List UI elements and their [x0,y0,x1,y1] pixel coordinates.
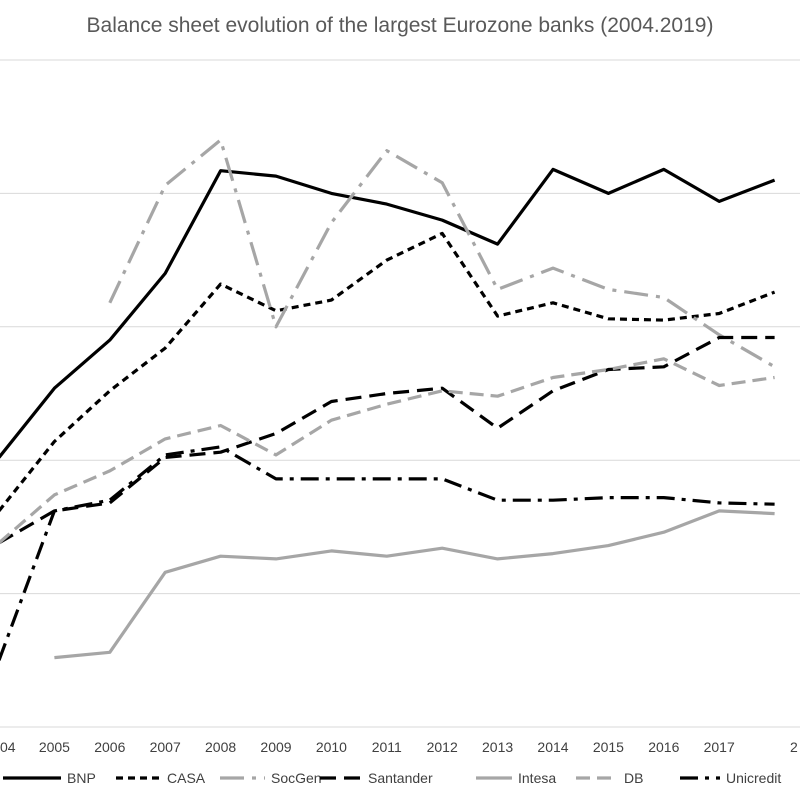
legend-item-intesa: Intesa [476,770,556,786]
legend: BNP CASA SocGen Santander Intesa DB Unicredit [3,770,781,786]
series-line-intesa [54,509,775,660]
x-tick-label: 2016 [648,739,679,755]
legend-label: Unicredit [726,770,781,786]
x-tick-label: 2009 [260,739,291,755]
x-tick-label: 2015 [593,739,624,755]
x-tick-label: 2013 [482,739,513,755]
legend-label: SocGen [271,770,322,786]
x-tick-label: 04 [0,739,16,755]
legend-label: DB [624,770,643,786]
legend-label: Santander [368,770,433,786]
series-line-santander [0,335,775,545]
series-line-bnp [0,167,776,459]
chart-title: Balance sheet evolution of the largest E… [86,14,714,37]
series-line-db [0,357,775,545]
legend-label: Intesa [518,770,556,786]
series-line-casa [0,231,776,512]
x-tick-label: 2008 [205,739,236,755]
x-tick-label: 2006 [94,739,125,755]
x-axis-ticks: 04 2005 2006 2007 2008 2009 2010 2011 2012 2013 20… [0,739,798,755]
series-lines [0,138,776,661]
x-tick-label: 2014 [537,739,568,755]
legend-label: BNP [67,770,96,786]
legend-label: CASA [167,770,206,786]
series-line-socgen [108,138,776,369]
x-tick-label: 2007 [150,739,181,755]
x-tick-label: 2011 [372,739,402,755]
x-tick-label: 2012 [427,739,458,755]
gridlines [0,59,800,728]
legend-item-unicredit: Unicredit [680,770,781,786]
series-line-unicredit [0,445,775,661]
legend-item-socgen: SocGen [220,770,322,786]
legend-item-db: DB [576,770,643,786]
legend-item-bnp: BNP [3,770,96,786]
x-tick-label: 2005 [39,739,70,755]
x-tick-label: 2 [790,739,798,755]
x-tick-label: 2017 [704,739,735,755]
legend-item-santander: Santander [320,770,433,786]
legend-item-casa: CASA [116,770,206,786]
x-tick-label: 2010 [316,739,347,755]
